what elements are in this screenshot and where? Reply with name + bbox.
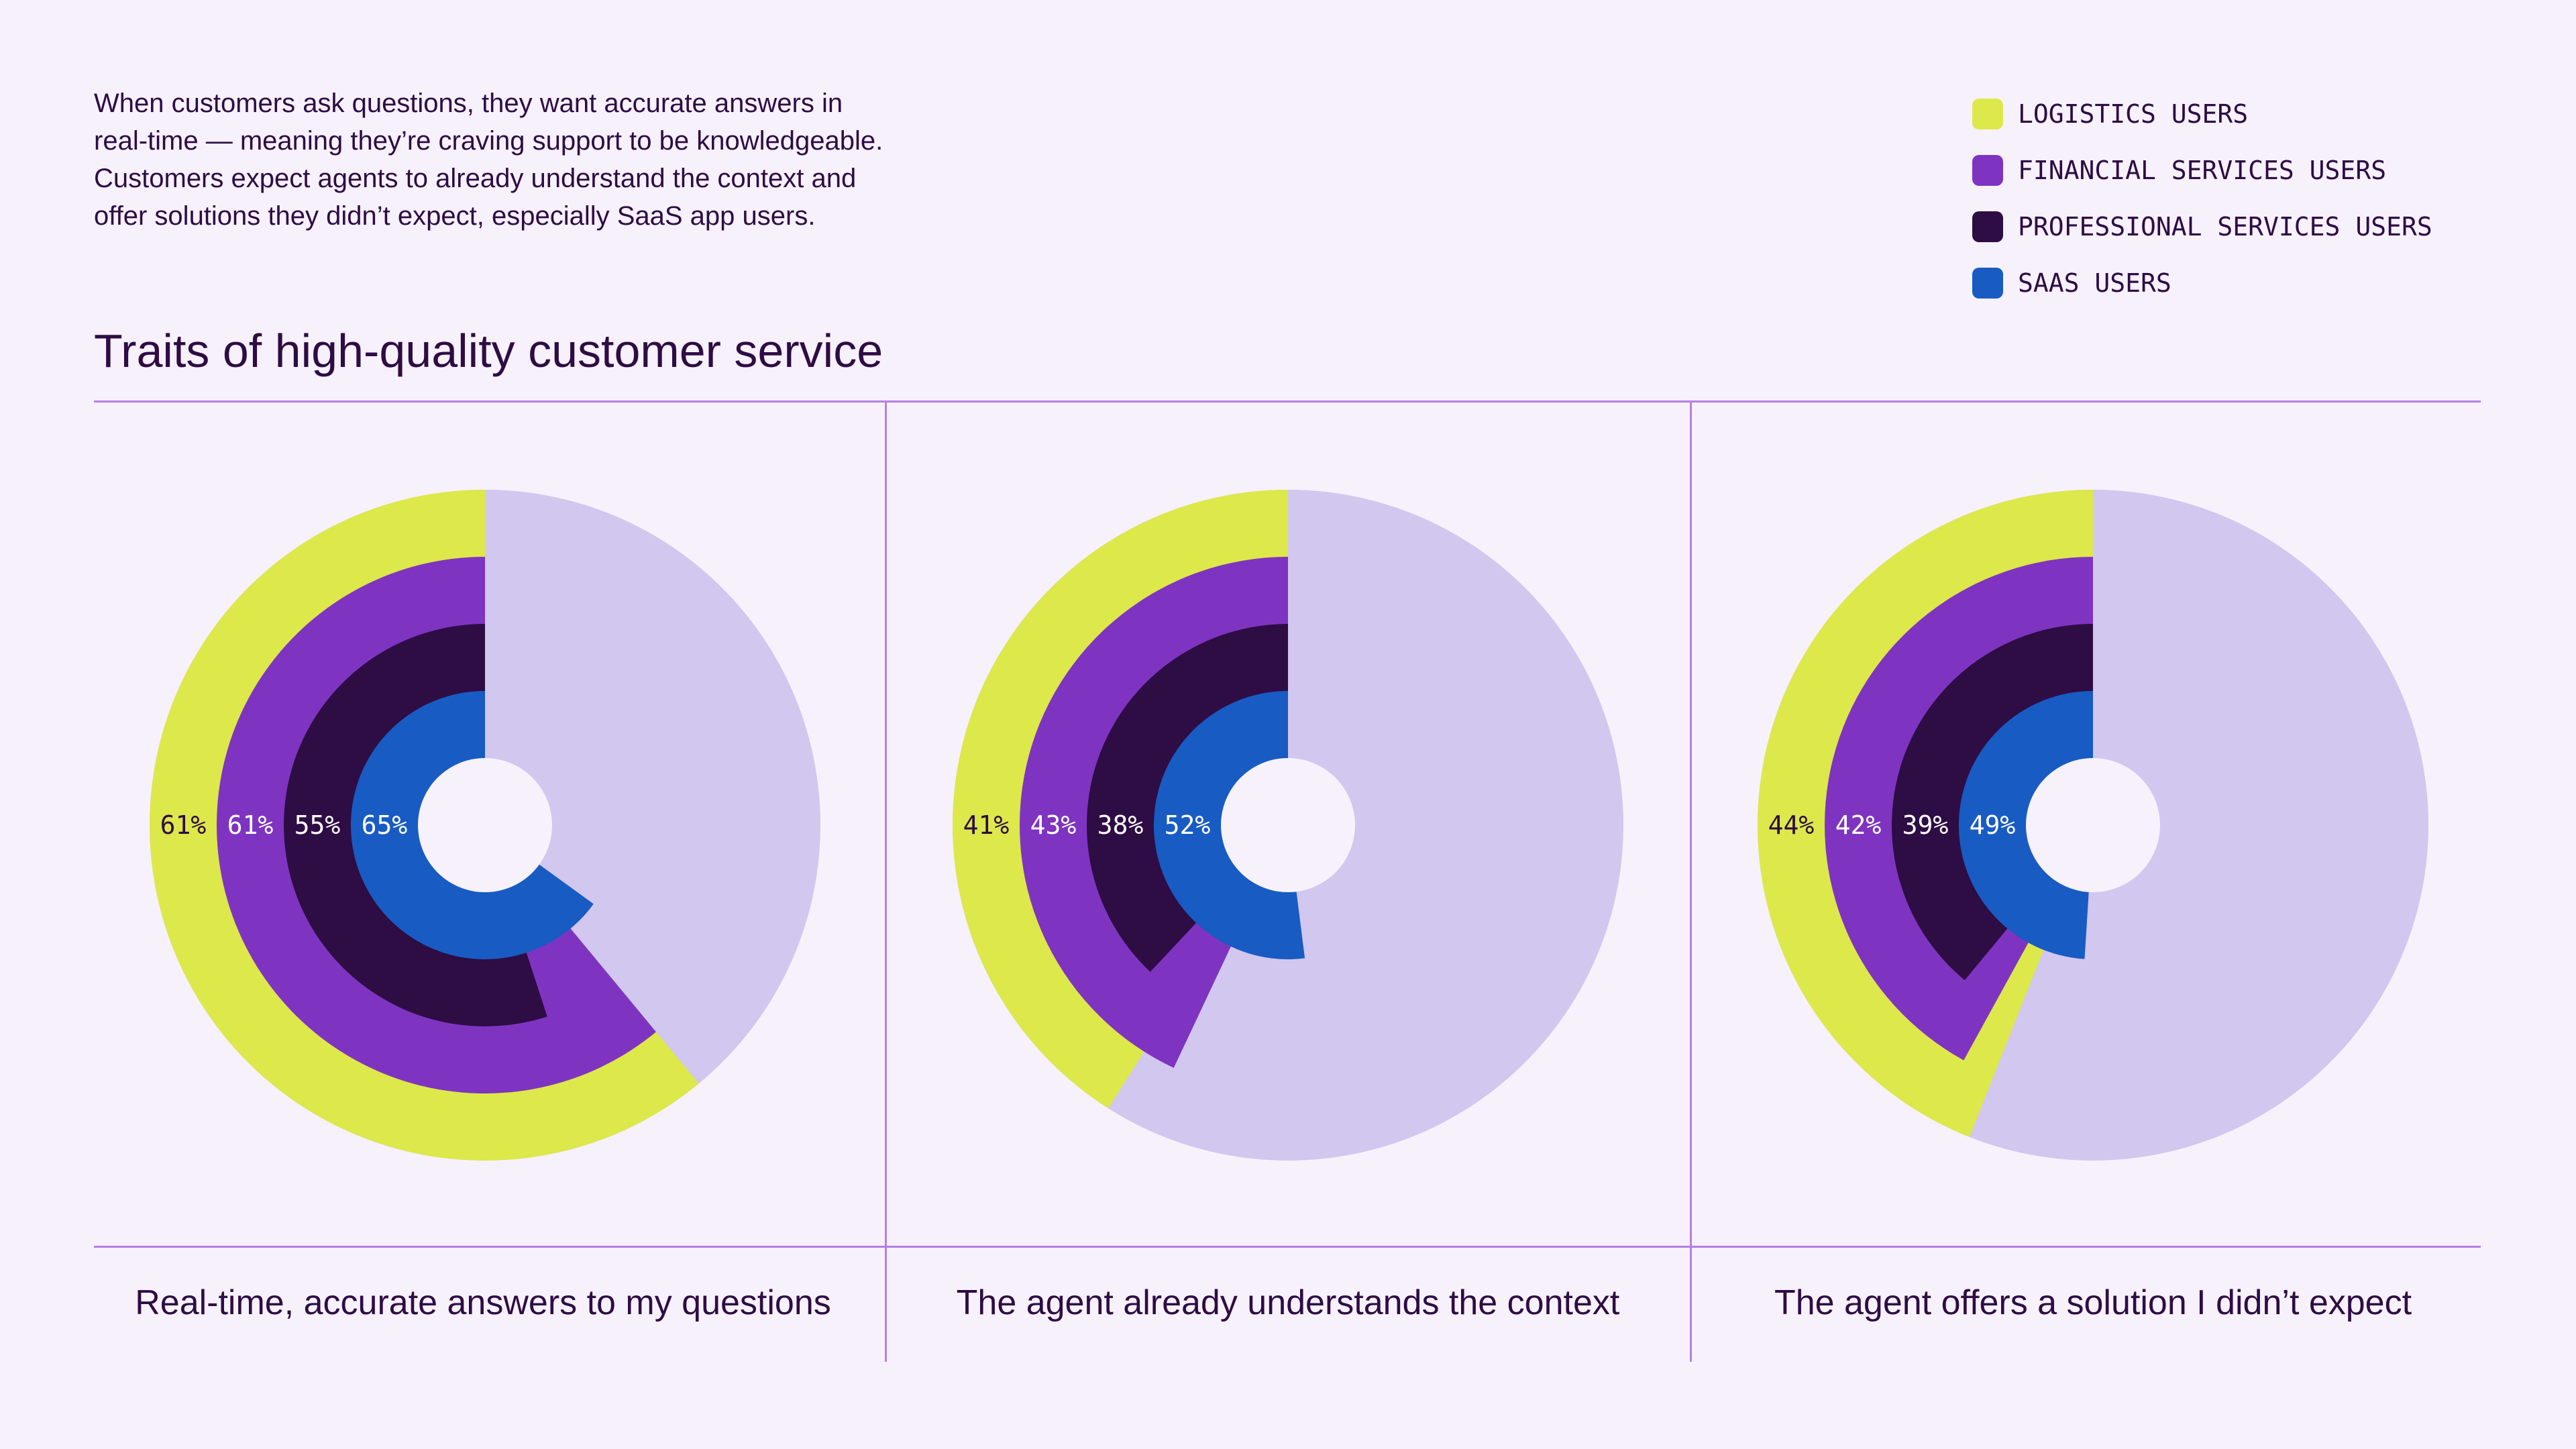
legend-label: LOGISTICS USERS [2018, 99, 2249, 129]
data-label-professional-services: 55% [294, 810, 341, 840]
intro-text: When customers ask questions, they want … [94, 85, 926, 235]
panel-label-real-time-answers: Real-time, accurate answers to my questi… [135, 1283, 831, 1322]
panel-divider [885, 400, 887, 1362]
legend-label: SAAS USERS [2018, 268, 2171, 298]
data-label-saas: 52% [1165, 810, 1211, 840]
chart-center-hole [1221, 758, 1355, 892]
data-label-logistics: 61% [160, 810, 207, 840]
radial-chart-unexpected-solution: 44% 42% 39% 49% [1757, 490, 2428, 1161]
data-label-financial-services: 43% [1030, 810, 1077, 840]
intro-line: offer solutions they didn’t expect, espe… [94, 201, 816, 231]
legend-item-professional: PROFESSIONAL SERVICES USERS [1972, 199, 2432, 255]
bottom-divider [94, 1246, 2481, 1248]
intro-line: Customers expect agents to already under… [94, 164, 857, 193]
data-label-professional-services: 38% [1097, 810, 1144, 840]
legend-swatch [1972, 99, 2003, 129]
chart-title: Traits of high-quality customer service [94, 325, 883, 377]
legend-label: PROFESSIONAL SERVICES USERS [2018, 212, 2432, 241]
data-label-financial-services: 61% [227, 810, 274, 840]
data-label-saas: 65% [362, 810, 408, 840]
data-label-professional-services: 39% [1902, 810, 1949, 840]
intro-line: real-time — meaning they’re craving supp… [94, 126, 883, 156]
legend-swatch [1972, 268, 2003, 299]
legend: LOGISTICS USERS FINANCIAL SERVICES USERS… [1972, 86, 2432, 311]
data-label-logistics: 41% [963, 810, 1010, 840]
data-label-financial-services: 42% [1835, 810, 1882, 840]
data-label-logistics: 44% [1768, 810, 1815, 840]
bar-saas [1958, 690, 2093, 959]
data-label-saas: 49% [1970, 810, 2016, 840]
legend-item-financial: FINANCIAL SERVICES USERS [1972, 142, 2432, 199]
chart-center-hole [2026, 758, 2160, 892]
chart-center-hole [418, 758, 552, 892]
radial-chart-real-time-answers: 61% 61% 55% 65% [150, 490, 820, 1161]
intro-line: When customers ask questions, they want … [94, 89, 843, 118]
legend-swatch [1972, 155, 2003, 186]
radial-chart-understands-context: 41% 43% 38% 52% [953, 490, 1623, 1161]
panel-divider [1690, 400, 1692, 1362]
legend-swatch [1972, 211, 2003, 242]
panel-label-understands-context: The agent already understands the contex… [956, 1283, 1620, 1322]
legend-item-saas: SAAS USERS [1972, 255, 2432, 311]
panel-label-unexpected-solution: The agent offers a solution I didn’t exp… [1774, 1283, 2412, 1322]
legend-label: FINANCIAL SERVICES USERS [2018, 156, 2387, 185]
legend-item-logistics: LOGISTICS USERS [1972, 86, 2432, 142]
top-divider [94, 400, 2481, 402]
